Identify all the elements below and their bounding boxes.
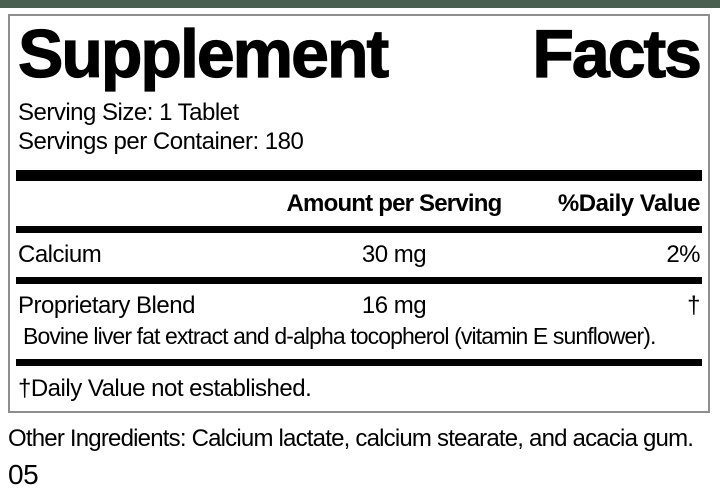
panel-title: Supplement Facts xyxy=(16,16,702,98)
divider-thick xyxy=(16,170,702,181)
serving-size-text: Serving Size: 1 Tablet xyxy=(18,99,239,126)
panel-title-word-left: Supplement xyxy=(17,16,389,92)
divider-medium xyxy=(16,359,702,366)
amount-per-serving-header: Amount per Serving xyxy=(286,190,503,217)
nutrient-row-calcium: Calcium 30 mg 2% xyxy=(16,233,702,277)
supplement-facts-panel: Supplement Facts Serving Size: 1 Tablet … xyxy=(8,14,710,413)
panel-title-word-right: Facts xyxy=(532,16,703,92)
nutrient-amount: 30 mg xyxy=(361,241,427,268)
daily-value-header: %Daily Value xyxy=(557,190,701,217)
divider-medium xyxy=(16,226,702,233)
column-header-row: Amount per Serving %Daily Value xyxy=(16,181,702,226)
other-ingredients-text: Other Ingredients: Calcium lactate, calc… xyxy=(8,425,694,452)
daily-value-footnote: †Daily Value not established. xyxy=(18,375,312,402)
divider-medium xyxy=(16,277,702,284)
nutrient-daily-value: † xyxy=(687,292,700,319)
top-green-bar xyxy=(0,0,720,8)
nutrient-name: Calcium xyxy=(18,241,102,268)
nutrient-row-proprietary-blend: Proprietary Blend 16 mg † xyxy=(16,284,702,322)
nutrient-daily-value: 2% xyxy=(666,241,700,268)
servings-per-container-text: Servings per Container: 180 xyxy=(18,128,304,155)
product-code: 05 xyxy=(8,459,39,490)
proprietary-blend-description: Bovine liver fat extract and d-alpha toc… xyxy=(23,323,656,349)
nutrient-amount: 16 mg xyxy=(361,292,427,319)
nutrient-name: Proprietary Blend xyxy=(18,292,195,319)
